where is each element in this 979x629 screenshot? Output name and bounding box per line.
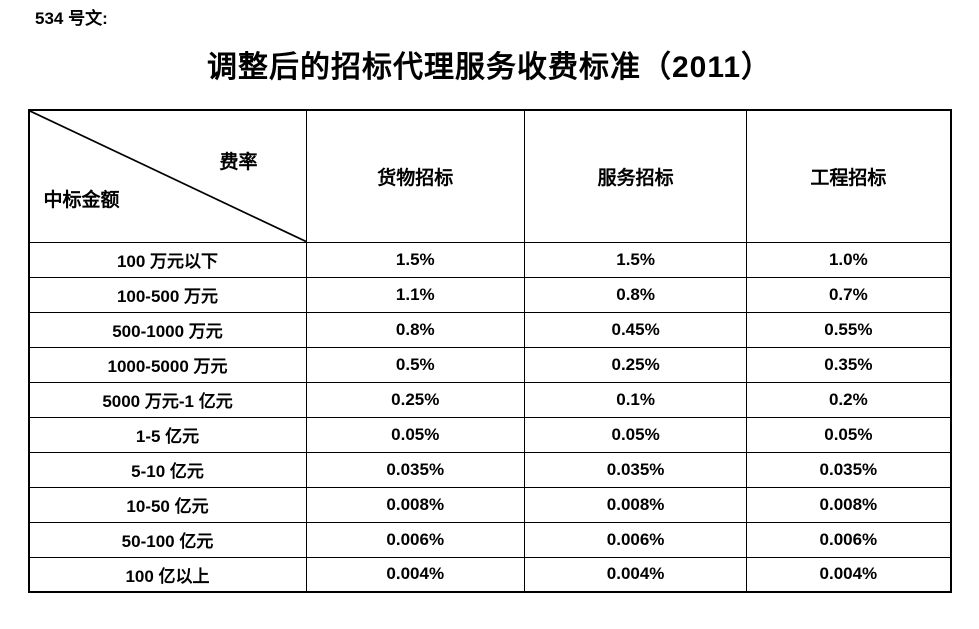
goods-rate-cell: 1.5% [305,241,526,278]
engineering-rate-cell: 0.006% [746,521,951,558]
table-row: 5000 万元-1 亿元 0.25% 0.1% 0.2% [28,381,951,418]
amount-cell: 100 亿以上 [28,556,307,593]
corner-label-rate: 费率 [219,152,258,173]
engineering-rate-cell: 0.2% [746,381,951,418]
column-header-engineering: 工程招标 [746,109,951,243]
engineering-rate-cell: 1.0% [746,241,951,278]
amount-cell: 5000 万元-1 亿元 [28,381,307,418]
corner-label-amount: 中标金额 [43,189,120,211]
goods-rate-cell: 0.8% [305,311,526,348]
goods-rate-cell: 0.25% [305,381,526,418]
table-row: 100 亿以上 0.004% 0.004% 0.004% [28,556,951,593]
service-rate-cell: 0.035% [524,451,748,488]
engineering-rate-cell: 0.55% [746,311,951,348]
service-rate-cell: 0.45% [524,311,748,348]
goods-rate-cell: 0.008% [305,486,526,523]
amount-cell: 10-50 亿元 [28,486,307,523]
amount-cell: 100-500 万元 [28,276,307,313]
table-row: 100 万元以下 1.5% 1.5% 1.0% [28,241,951,278]
amount-cell: 5-10 亿元 [28,451,307,488]
engineering-rate-cell: 0.004% [746,556,951,593]
column-header-service: 服务招标 [524,109,748,243]
service-rate-cell: 0.006% [524,521,748,558]
doc-number-label: 534 号文: [35,9,108,28]
service-rate-cell: 0.008% [524,486,748,523]
diagonal-line [30,111,306,242]
amount-cell: 50-100 亿元 [28,521,307,558]
table-row: 5-10 亿元 0.035% 0.035% 0.035% [28,451,951,488]
goods-rate-cell: 0.5% [305,346,526,383]
service-rate-cell: 1.5% [524,241,748,278]
goods-rate-cell: 0.006% [305,521,526,558]
column-header-goods: 货物招标 [305,109,526,243]
fee-table-body: 100 万元以下 1.5% 1.5% 1.0% 100-500 万元 1.1% … [28,241,951,593]
header-row: 费率 中标金额 货物招标 服务招标 工程招标 [28,109,951,243]
engineering-rate-cell: 0.35% [746,346,951,383]
table-row: 50-100 亿元 0.006% 0.006% 0.006% [28,521,951,558]
service-rate-cell: 0.05% [524,416,748,453]
diagonal-header-cell: 费率 中标金额 [28,109,307,243]
table-row: 500-1000 万元 0.8% 0.45% 0.55% [28,311,951,348]
table-row: 10-50 亿元 0.008% 0.008% 0.008% [28,486,951,523]
service-rate-cell: 0.004% [524,556,748,593]
engineering-rate-cell: 0.05% [746,416,951,453]
amount-cell: 1000-5000 万元 [28,346,307,383]
table-row: 1000-5000 万元 0.5% 0.25% 0.35% [28,346,951,383]
amount-cell: 1-5 亿元 [28,416,307,453]
table-row: 1-5 亿元 0.05% 0.05% 0.05% [28,416,951,453]
table-row: 100-500 万元 1.1% 0.8% 0.7% [28,276,951,313]
page-title: 调整后的招标代理服务收费标准（2011） [206,51,773,84]
goods-rate-cell: 1.1% [305,276,526,313]
service-rate-cell: 0.8% [524,276,748,313]
goods-rate-cell: 0.035% [305,451,526,488]
engineering-rate-cell: 0.035% [746,451,951,488]
amount-cell: 500-1000 万元 [28,311,307,348]
service-rate-cell: 0.25% [524,346,748,383]
service-rate-cell: 0.1% [524,381,748,418]
goods-rate-cell: 0.004% [305,556,526,593]
engineering-rate-cell: 0.008% [746,486,951,523]
engineering-rate-cell: 0.7% [746,276,951,313]
goods-rate-cell: 0.05% [305,416,526,453]
amount-cell: 100 万元以下 [28,241,307,278]
fee-standard-table: 费率 中标金额 货物招标 服务招标 工程招标 100 万元以下 1.5% 1.5… [27,109,952,593]
